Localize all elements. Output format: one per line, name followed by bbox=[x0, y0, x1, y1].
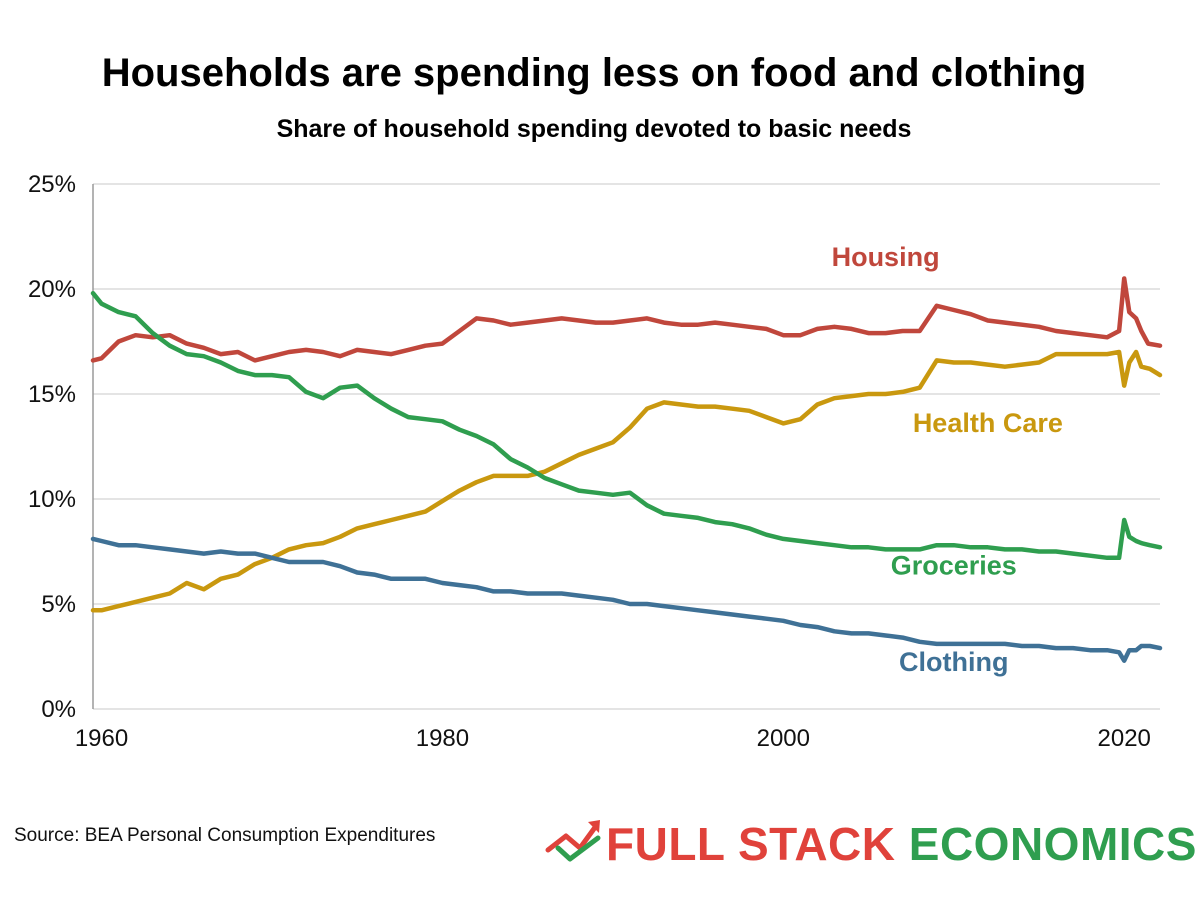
y-tick-10: 10% bbox=[28, 486, 76, 513]
series-label-clothing: Clothing bbox=[899, 647, 1008, 677]
chart-title: Households are spending less on food and… bbox=[102, 51, 1087, 95]
y-tick-0: 0% bbox=[41, 696, 76, 723]
x-tick-1980: 1980 bbox=[416, 725, 469, 752]
series-line-groceries bbox=[90, 290, 1163, 561]
trending-arrow-check-icon bbox=[545, 820, 601, 862]
brand-logo: FULL STACK ECONOMICS bbox=[545, 818, 1197, 870]
brand-name: FULL STACK ECONOMICS bbox=[606, 818, 1197, 870]
y-tick-20: 20% bbox=[28, 276, 76, 303]
x-tick-2000: 2000 bbox=[757, 725, 810, 752]
series-label-groceries: Groceries bbox=[891, 551, 1017, 581]
brand-name-full-stack: FULL STACK bbox=[606, 818, 896, 870]
x-tick-2020: 2020 bbox=[1098, 725, 1151, 752]
chart-subtitle: Share of household spending devoted to b… bbox=[277, 115, 912, 143]
series-line-housing bbox=[90, 276, 1163, 363]
series-label-housing: Housing bbox=[832, 242, 940, 272]
series-lines bbox=[90, 276, 1163, 663]
x-tick-1960: 1960 bbox=[75, 725, 128, 752]
y-tick-labels: 0% 5% 10% 15% 20% 25% bbox=[28, 171, 76, 723]
series-line-clothing bbox=[90, 536, 1163, 663]
source-note: Source: BEA Personal Consumption Expendi… bbox=[14, 825, 435, 846]
series-labels: Housing Health Care Groceries Clothing bbox=[832, 242, 1063, 677]
y-tick-15: 15% bbox=[28, 381, 76, 408]
x-tick-labels: 1960 1980 2000 2020 bbox=[75, 725, 1151, 752]
gridlines bbox=[93, 183, 1160, 710]
series-label-health-care: Health Care bbox=[913, 408, 1063, 438]
y-tick-5: 5% bbox=[41, 591, 76, 618]
y-tick-25: 25% bbox=[28, 171, 76, 198]
brand-name-economics: ECONOMICS bbox=[909, 818, 1197, 870]
